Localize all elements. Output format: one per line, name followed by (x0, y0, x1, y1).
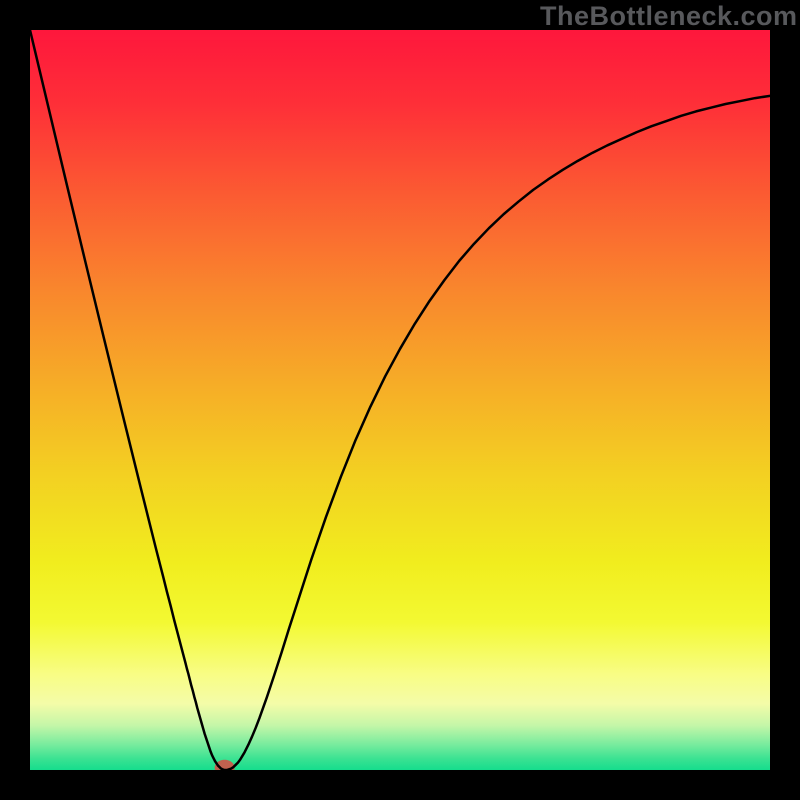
gradient-background (30, 30, 770, 770)
plot-area (30, 30, 770, 770)
watermark-label: TheBottleneck.com (540, 1, 798, 32)
chart-svg (30, 30, 770, 770)
chart-frame: TheBottleneck.com (0, 0, 800, 800)
